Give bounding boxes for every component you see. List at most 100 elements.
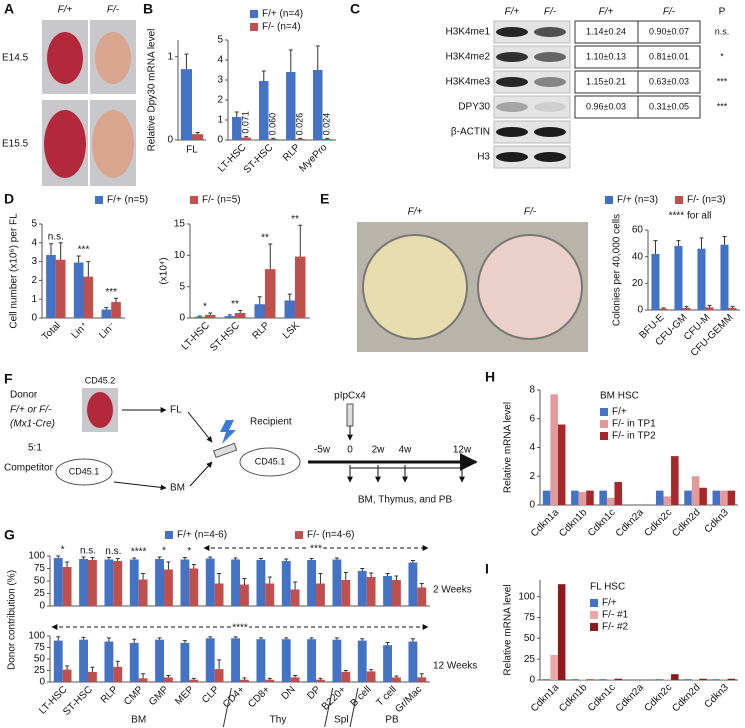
bar (674, 246, 683, 310)
error-bar (106, 637, 111, 642)
y-axis-label: Cell number (x10⁶) per FL (9, 213, 20, 329)
bar (138, 678, 148, 682)
legend-label: F/+ (n=4-6) (177, 530, 227, 541)
bar (720, 490, 728, 505)
error-bar (217, 573, 222, 584)
error-bar (288, 49, 293, 72)
bar (712, 490, 721, 505)
error-bar (309, 558, 314, 560)
error-bar (334, 637, 339, 640)
legend-swatch (190, 196, 198, 204)
bar (284, 300, 295, 318)
table-value: 1.14±0.24 (586, 26, 626, 36)
y-tick-label: 25 (34, 665, 46, 676)
competitor-label: Competitor (4, 463, 54, 474)
band (496, 152, 528, 162)
bar (101, 309, 112, 318)
x-tick-label: CMP (122, 684, 146, 708)
band (496, 127, 528, 137)
bar (313, 70, 323, 140)
error-bar (141, 573, 146, 580)
bar (256, 639, 266, 682)
legend-swatch (600, 408, 608, 416)
error-bar (257, 296, 262, 305)
band (534, 52, 566, 62)
error-bar (157, 556, 162, 559)
annotation: * (162, 546, 166, 557)
y-tick-label: 100 (28, 551, 45, 562)
lane-label: F/+ (505, 7, 520, 18)
y-tick-label: 0 (217, 135, 223, 146)
panel-title: BM HSC (600, 391, 639, 402)
treatment-label: pIpCx4 (334, 391, 366, 402)
y-tick-label: 100 (28, 631, 45, 642)
x-tick-label: Total (40, 320, 63, 343)
error-bar (238, 309, 243, 313)
bar (79, 559, 88, 606)
error-bar (271, 137, 276, 139)
bar (55, 259, 66, 318)
bar (699, 487, 707, 505)
y-tick-label: 1 (167, 51, 173, 62)
error-bar (309, 637, 314, 640)
band-label: H3K4me3 (446, 77, 491, 88)
error-bar (293, 675, 298, 678)
error-bar (166, 675, 171, 678)
error-bar (234, 111, 239, 117)
panel-label: C (350, 1, 360, 17)
y-tick-label: 40 (632, 251, 644, 262)
error-bar (191, 564, 196, 569)
plate (362, 234, 468, 340)
error-bar (166, 561, 171, 570)
bar (699, 678, 707, 680)
error-bar (267, 677, 272, 680)
band (496, 27, 528, 37)
bar (727, 490, 736, 505)
bar (232, 117, 242, 140)
error-bar (182, 557, 187, 560)
bar (383, 576, 392, 606)
bar (366, 671, 376, 682)
error-bar (661, 307, 666, 309)
bar (240, 679, 249, 682)
y-tick-label: 100 (518, 591, 535, 602)
y-tick-label: 0 (637, 305, 643, 316)
error-bar (334, 557, 339, 560)
recipient-label: Recipient (250, 417, 292, 428)
bar (205, 558, 215, 606)
y-tick-label: 25 (524, 654, 536, 665)
error-bar (410, 560, 415, 563)
error-bar (208, 556, 213, 559)
error-bar (298, 137, 303, 139)
bar (235, 312, 246, 318)
recipient-marker: CD45.1 (255, 456, 286, 466)
legend-label: F/- in TP1 (612, 419, 656, 430)
analysis-label: BM, Thymus, and PB (358, 495, 453, 506)
embryo (92, 110, 134, 178)
error-bar (287, 293, 292, 301)
band (496, 52, 528, 62)
table-header: P (719, 7, 726, 18)
y-tick-label: 50 (34, 576, 46, 587)
x-tick-label: Cdkn1b (557, 682, 589, 714)
legend-swatch (600, 432, 608, 440)
y-axis-label: Colonies per 40,000 cells (612, 214, 623, 326)
bar (586, 490, 594, 505)
error-bar (81, 636, 86, 640)
bar (606, 679, 615, 680)
competitor-marker: CD45.1 (69, 466, 100, 476)
panel-label: B (143, 1, 153, 17)
legend-label: F/- #2 (602, 622, 629, 633)
band (534, 77, 566, 87)
bar (684, 679, 692, 680)
x-tick-label: Cdkn1b (557, 507, 589, 539)
error-bar (284, 637, 289, 640)
table-value: 0.81±0.01 (649, 51, 689, 61)
error-bar (56, 636, 61, 641)
table-value: * (720, 51, 724, 61)
annotation: ** (231, 299, 239, 310)
error-bar (258, 637, 263, 640)
legend-swatch (590, 611, 598, 619)
bar (392, 677, 401, 682)
bar (113, 561, 123, 606)
